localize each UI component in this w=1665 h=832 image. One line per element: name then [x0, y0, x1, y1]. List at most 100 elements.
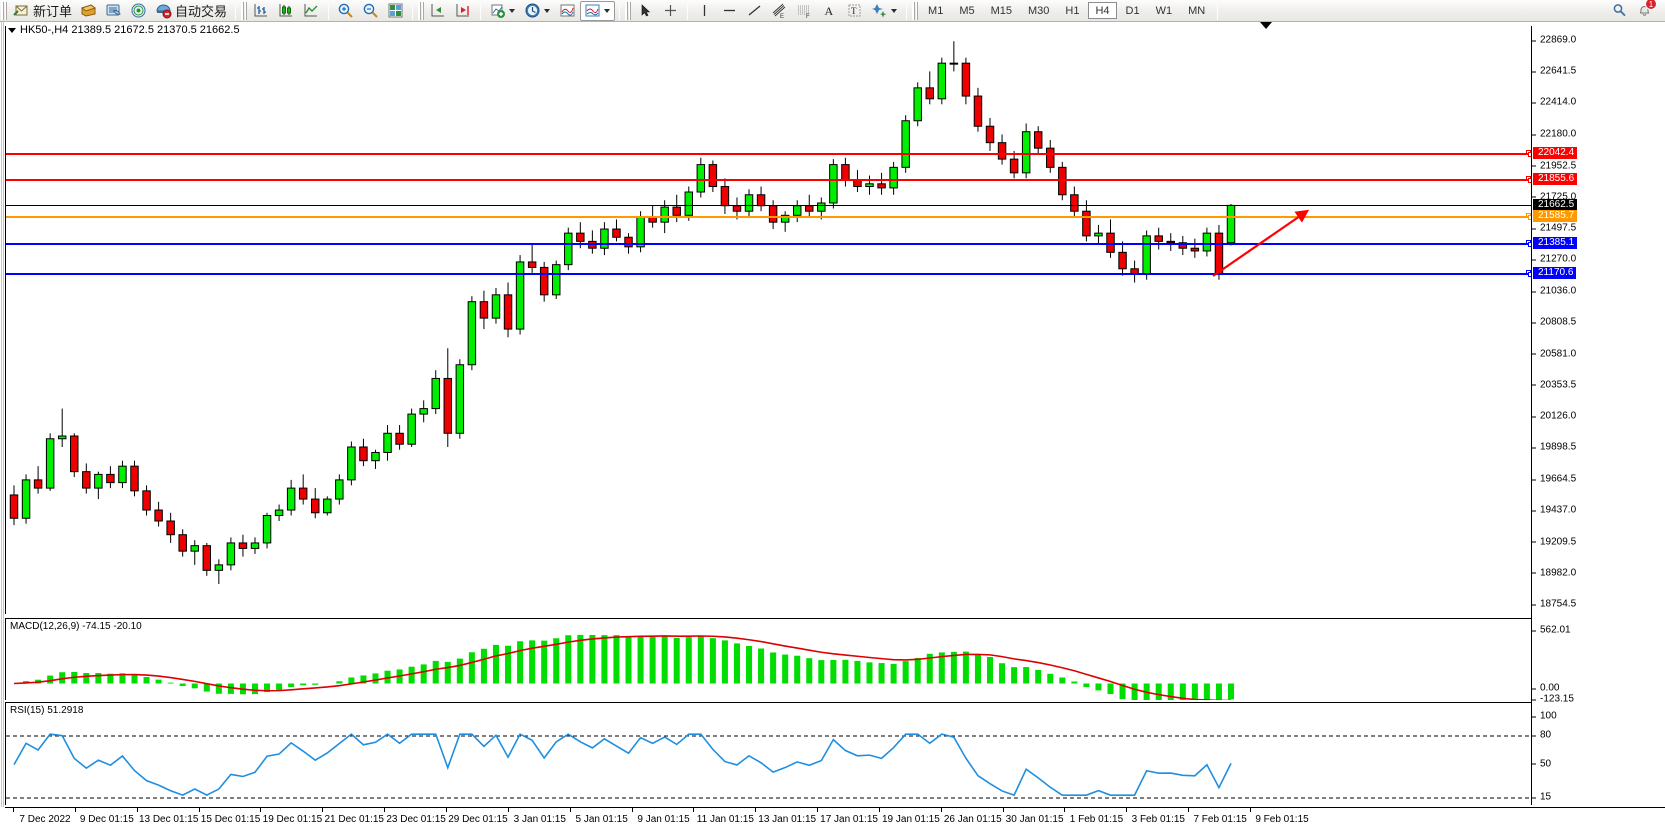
- price-level-chip-support[interactable]: 21385.1: [1526, 237, 1578, 250]
- price-tick: 21952.5: [1532, 160, 1576, 171]
- time-axis-tick: [1250, 808, 1251, 812]
- period-button[interactable]: [520, 1, 555, 21]
- wallet-button[interactable]: [76, 1, 101, 21]
- toolbar-grip-timeframes[interactable]: [912, 1, 919, 20]
- autotrading-label: 自动交易: [175, 5, 228, 20]
- template-button[interactable]: [555, 1, 580, 21]
- time-axis-label: 19 Jan 01:15: [881, 814, 940, 825]
- price-level-chip-last-price[interactable]: 21662.5: [1533, 199, 1578, 212]
- price-level-line-resistance[interactable]: [6, 177, 1531, 183]
- zoom-in-button[interactable]: [333, 1, 358, 21]
- macd-pane[interactable]: MACD(12,26,9) -74.15 -20.10: [5, 618, 1531, 700]
- toolbar-separator-timeframes: [906, 1, 908, 20]
- text-label-button[interactable]: T: [842, 1, 867, 21]
- price-tick: 21725.0: [1532, 191, 1576, 202]
- price-level-line-resistance[interactable]: [6, 152, 1531, 158]
- chart-area[interactable]: HK50-,H4 21389.5 21672.5 21370.5 21662.5: [0, 22, 1665, 832]
- timeframe-m30[interactable]: M30: [1028, 5, 1050, 17]
- toolbar-grip-shift[interactable]: [418, 1, 425, 20]
- time-axis[interactable]: 7 Dec 2022 9 Dec 01:15 13 Dec 01:15 15 Dec …: [5, 807, 1665, 832]
- fibonacci-button[interactable]: F: [792, 1, 817, 21]
- timeframe-d1[interactable]: D1: [1125, 5, 1140, 17]
- price-tick: 19437.0: [1532, 505, 1576, 516]
- toolbar-grip[interactable]: [1, 1, 7, 20]
- price-axis[interactable]: 22869.0 22641.5 22414.0 22180.0 21952.5 21725…: [1526, 26, 1665, 805]
- price-tick: 18754.5: [1532, 599, 1576, 610]
- text-button[interactable]: A: [817, 1, 842, 21]
- time-axis-label: 29 Dec 01:15: [448, 814, 508, 825]
- tile-windows-button[interactable]: [383, 1, 408, 21]
- cursor-button[interactable]: [633, 1, 658, 21]
- line-chart-icon: [303, 2, 320, 19]
- auto-scroll-button[interactable]: [451, 1, 476, 21]
- time-axis-tick: [445, 808, 447, 812]
- shapes-button[interactable]: [867, 1, 902, 21]
- price-level-line-pivot[interactable]: [6, 214, 1531, 220]
- price-level-line-support[interactable]: [6, 242, 1531, 248]
- time-axis-tick: [74, 808, 76, 812]
- time-axis-tick: [322, 808, 324, 812]
- price-level-chip-resistance[interactable]: 21855.6: [1526, 172, 1578, 185]
- period-caret-icon[interactable]: [544, 8, 551, 13]
- timeframe-h1[interactable]: H1: [1065, 5, 1080, 17]
- rsi-tick-15: 15: [1532, 792, 1551, 803]
- price-level-chip-resistance[interactable]: 22042.4: [1526, 147, 1578, 160]
- rsi-pane[interactable]: RSI(15) 51.2918: [5, 702, 1531, 805]
- equidistant-channel-icon: E: [771, 2, 788, 19]
- time-axis-label: 11 Jan 01:15: [696, 814, 754, 825]
- equidistant-channel-button[interactable]: E: [767, 1, 792, 21]
- svg-text:E: E: [780, 14, 784, 19]
- price-pane[interactable]: [5, 26, 1531, 614]
- price-level-line-support[interactable]: [6, 271, 1531, 277]
- timeframe-w1[interactable]: W1: [1155, 5, 1173, 17]
- horizontal-line-button[interactable]: [717, 1, 742, 21]
- timeframe-m1[interactable]: M1: [928, 5, 944, 17]
- crosshair-button[interactable]: [658, 1, 683, 21]
- price-level-chip-support[interactable]: 21170.6: [1526, 266, 1577, 279]
- template-caret-icon[interactable]: [604, 8, 611, 13]
- add-indicator-caret-icon[interactable]: [509, 8, 516, 13]
- rsi-tick-50: 50: [1532, 758, 1551, 769]
- price-tick: 18982.0: [1532, 567, 1576, 578]
- new-order-button[interactable]: 新订单: [9, 1, 76, 21]
- time-axis-label: 7 Dec 2022: [19, 814, 71, 825]
- time-axis-label: 23 Dec 01:15: [386, 814, 446, 825]
- zoom-out-button[interactable]: [358, 1, 383, 21]
- price-level-line-last-price[interactable]: [6, 205, 1531, 207]
- toolbar-grip-tools[interactable]: [625, 1, 632, 20]
- line-chart-button[interactable]: [299, 1, 324, 21]
- terminal-button[interactable]: [101, 1, 126, 21]
- toolbar-grip-charts[interactable]: [241, 1, 248, 20]
- time-axis-label: 17 Jan 01:15: [820, 814, 878, 825]
- time-axis-tick: [755, 808, 757, 812]
- timeframe-h4[interactable]: H4: [1088, 2, 1117, 19]
- candlestick-chart-button[interactable]: [274, 1, 299, 21]
- time-axis-label: 1 Feb 01:15: [1069, 814, 1124, 825]
- timeframe-m5[interactable]: M5: [959, 5, 975, 17]
- autotrading-button[interactable]: 自动交易: [151, 1, 231, 21]
- bar-chart-button[interactable]: [249, 1, 274, 21]
- timeframe-mn[interactable]: MN: [1188, 5, 1206, 17]
- chart-shift-button[interactable]: [426, 1, 451, 21]
- time-axis-tick: [384, 808, 386, 812]
- add-indicator-button[interactable]: [485, 1, 520, 21]
- svg-text:T: T: [851, 6, 857, 16]
- vertical-line-button[interactable]: [692, 1, 717, 21]
- shapes-icon: [871, 2, 888, 19]
- notifications-button[interactable]: 1: [1632, 0, 1657, 21]
- signals-button[interactable]: [126, 1, 151, 21]
- chart-scroll-marker-icon[interactable]: [1260, 22, 1272, 29]
- trend-line-button[interactable]: [742, 1, 767, 21]
- shapes-caret-icon[interactable]: [891, 8, 898, 13]
- timeframe-m15[interactable]: M15: [990, 5, 1012, 17]
- time-axis-label: 26 Jan 01:15: [943, 814, 1002, 825]
- search-icon: [1611, 2, 1628, 19]
- notification-bell-icon: 1: [1636, 0, 1657, 19]
- search-button[interactable]: [1607, 1, 1632, 21]
- rsi-tick-100: 100: [1532, 711, 1557, 722]
- template-active-button[interactable]: [580, 0, 616, 21]
- price-level-chip-pivot[interactable]: 21585.7: [1526, 209, 1578, 222]
- chart-menu-caret-icon[interactable]: [8, 27, 16, 33]
- add-indicator-icon: [489, 2, 506, 19]
- time-axis-label: 19 Dec 01:15: [262, 814, 323, 825]
